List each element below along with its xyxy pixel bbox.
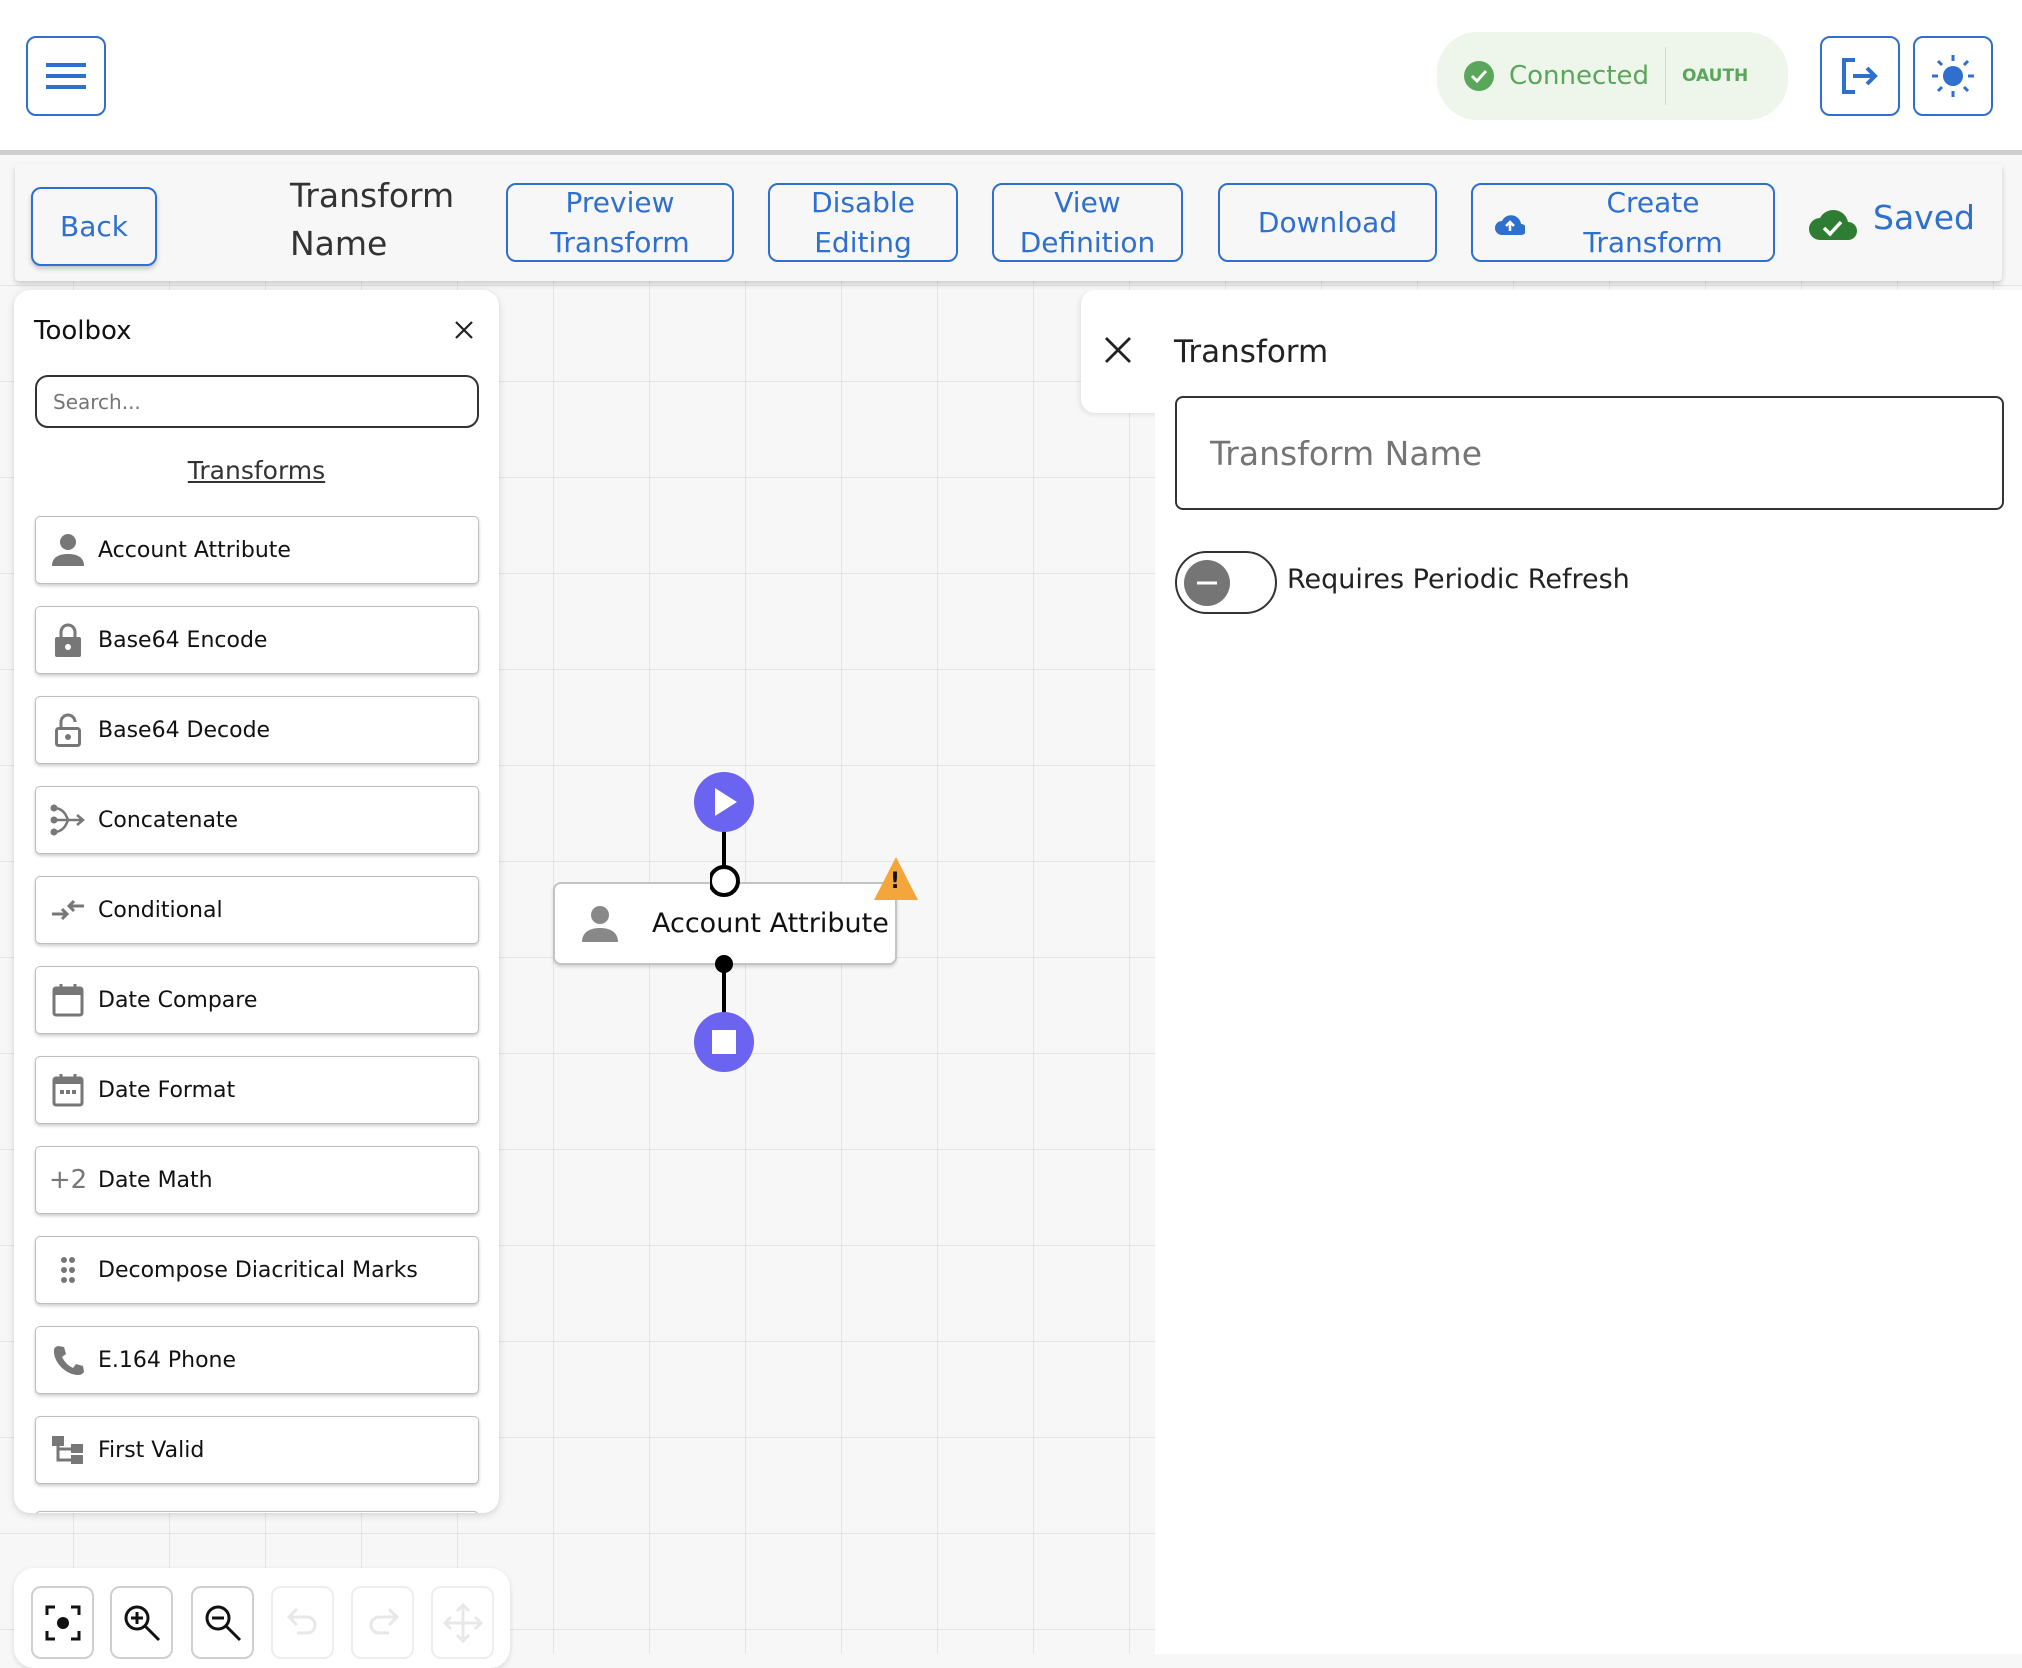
- connection-status: Connected OAUTH: [1437, 32, 1788, 120]
- input-port[interactable]: [710, 865, 740, 897]
- toolbox-search-input[interactable]: [35, 375, 479, 428]
- connection-text: Connected: [1509, 61, 1650, 91]
- drag-dots-icon: [48, 1256, 88, 1284]
- toolbox-item-label: Account Attribute: [98, 537, 291, 563]
- toolbox-item-account-attribute[interactable]: Account Attribute: [35, 516, 479, 584]
- sun-icon: [1932, 55, 1974, 97]
- toolbox-item-label: Date Math: [98, 1167, 213, 1193]
- transform-title: Transform Name: [290, 176, 455, 263]
- canvas-controls: [14, 1568, 510, 1668]
- logout-icon: [1842, 58, 1878, 94]
- phone-icon: [48, 1344, 88, 1376]
- toolbox-item-base64-decode[interactable]: Base64 Decode: [35, 696, 479, 764]
- start-node[interactable]: [694, 772, 754, 832]
- fit-view-button[interactable]: [31, 1586, 94, 1659]
- toolbox-item-conditional[interactable]: Conditional: [35, 876, 479, 944]
- download-button[interactable]: Download: [1218, 183, 1437, 262]
- toolbox-item-label: Base64 Decode: [98, 717, 271, 743]
- toolbox-item-label: E.164 Phone: [98, 1347, 237, 1373]
- tree-icon: [48, 1435, 88, 1465]
- toolbox-item-date-math[interactable]: +2 Date Math: [35, 1146, 479, 1214]
- zoom-out-icon: [205, 1605, 241, 1641]
- toolbox-title: Toolbox: [34, 316, 132, 346]
- person-icon: [48, 533, 88, 567]
- menu-button[interactable]: [26, 36, 106, 116]
- toolbox-panel: Toolbox Transforms Account Attribute Base…: [14, 290, 499, 1513]
- toolbox-item-concatenate[interactable]: Concatenate: [35, 786, 479, 854]
- close-icon[interactable]: [454, 320, 474, 340]
- cloud-done-icon: [1809, 209, 1857, 240]
- toolbox-item-label: Conditional: [98, 897, 223, 923]
- output-port[interactable]: [715, 955, 733, 973]
- create-transform-button[interactable]: Create Transform: [1471, 183, 1775, 262]
- lock-icon: [48, 623, 88, 657]
- close-panel-tab[interactable]: [1081, 290, 1161, 413]
- back-button[interactable]: Back: [31, 187, 157, 266]
- periodic-refresh-toggle[interactable]: [1175, 551, 1277, 614]
- theme-toggle-button[interactable]: [1913, 36, 1993, 116]
- zoom-in-button[interactable]: [110, 1586, 173, 1659]
- calendar-icon: [48, 983, 88, 1017]
- hamburger-icon: [46, 63, 86, 89]
- panel-title: Transform: [1174, 334, 1329, 370]
- toolbox-item-label: Concatenate: [98, 807, 239, 833]
- toolbox-item-label: Base64 Encode: [98, 627, 268, 653]
- zoom-in-icon: [124, 1605, 160, 1641]
- toolbox-item-label: Date Compare: [98, 987, 258, 1013]
- logout-button[interactable]: [1820, 36, 1900, 116]
- toggle-label: Requires Periodic Refresh: [1287, 564, 1630, 595]
- transforms-section-link[interactable]: Transforms: [187, 456, 326, 485]
- pan-button[interactable]: [431, 1586, 494, 1659]
- lock-open-icon: [48, 713, 88, 747]
- create-transform-label: Create Transform: [1583, 185, 1723, 259]
- toolbox-item-base64-encode[interactable]: Base64 Encode: [35, 606, 479, 674]
- move-icon: [442, 1602, 483, 1643]
- undo-icon: [286, 1607, 316, 1634]
- preview-transform-button[interactable]: Preview Transform: [506, 183, 734, 262]
- redo-button[interactable]: [351, 1586, 414, 1659]
- toolbox-item-date-format[interactable]: Date Format: [35, 1056, 479, 1124]
- node-ports: [710, 865, 740, 973]
- toolbox-item-decompose-diacritical-marks[interactable]: Decompose Diacritical Marks: [35, 1236, 479, 1304]
- flow-graph: [694, 772, 754, 1072]
- focus-icon: [45, 1605, 80, 1640]
- disable-editing-button[interactable]: Disable Editing: [768, 183, 958, 262]
- minus-circle-icon: [1184, 560, 1230, 606]
- toolbox-item-first-valid[interactable]: First Valid: [35, 1416, 479, 1484]
- properties-panel: Transform Requires Periodic Refresh: [1155, 290, 2022, 1654]
- toolbox-item-e-164-phone[interactable]: E.164 Phone: [35, 1326, 479, 1394]
- stop-icon: [712, 1030, 736, 1054]
- cloud-upload-icon: [1495, 215, 1525, 235]
- auth-type: OAUTH: [1682, 66, 1749, 86]
- close-icon[interactable]: [1104, 336, 1132, 364]
- redo-icon: [369, 1607, 399, 1634]
- view-definition-button[interactable]: View Definition: [992, 183, 1183, 262]
- merge-icon: [48, 803, 88, 837]
- check-circle-icon: [1464, 61, 1494, 91]
- app-header: Connected OAUTH: [0, 0, 2022, 155]
- play-icon: [715, 788, 737, 816]
- zoom-out-button[interactable]: [191, 1586, 254, 1659]
- end-node[interactable]: [694, 1012, 754, 1072]
- node-label: Account Attribute: [652, 908, 889, 939]
- saved-status: Saved: [1873, 198, 1975, 237]
- toolbox-item-label: Decompose Diacritical Marks: [98, 1257, 418, 1283]
- toolbox-item-label: First Valid: [98, 1437, 205, 1463]
- person-icon: [582, 905, 618, 942]
- plus-two-icon: +2: [48, 1165, 88, 1195]
- editor-toolbar: Back Transform Name Preview Transform Di…: [15, 164, 2002, 281]
- warning-icon: !: [873, 857, 919, 901]
- toolbox-item-date-compare[interactable]: Date Compare: [35, 966, 479, 1034]
- toolbox-item-partial[interactable]: [35, 1511, 479, 1513]
- transform-name-input[interactable]: [1175, 396, 2004, 510]
- compare-arrows-icon: [48, 898, 88, 922]
- undo-button[interactable]: [271, 1586, 334, 1659]
- toolbox-item-label: Date Format: [98, 1077, 236, 1103]
- calendar-dots-icon: [48, 1073, 88, 1107]
